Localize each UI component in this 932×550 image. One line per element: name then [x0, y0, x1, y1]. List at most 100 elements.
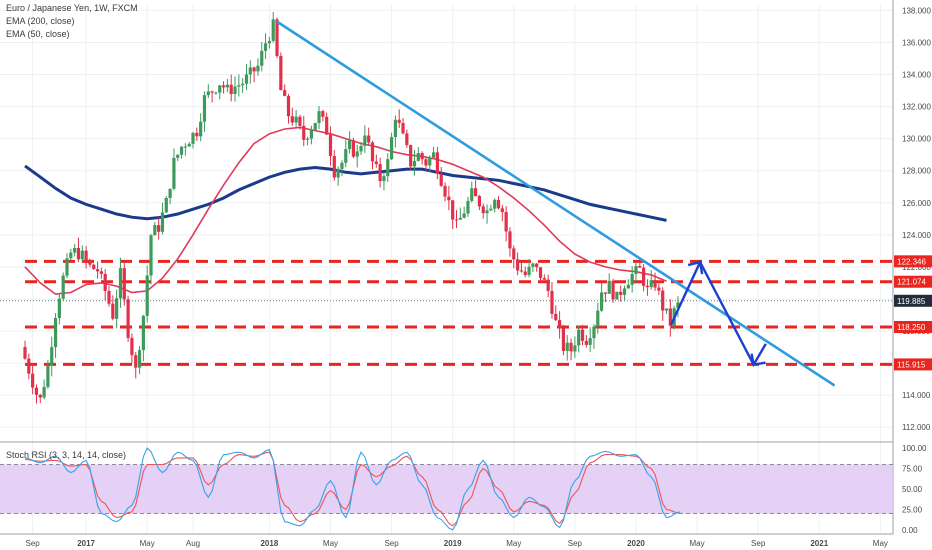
stoch-y-tick-label: 25.00	[902, 505, 923, 514]
candle-body	[374, 161, 378, 165]
candle-body	[286, 95, 291, 117]
legend-symbol: Euro / Japanese Yen, 1W, FXCM	[6, 3, 138, 13]
y-tick-label: 112.000	[902, 423, 931, 432]
candle-body	[275, 19, 279, 56]
candle-body	[638, 266, 642, 268]
candle-body	[309, 130, 313, 139]
candle-body	[218, 85, 222, 93]
candle-body	[622, 288, 627, 295]
level-badge-bg	[894, 255, 932, 268]
candle-body	[76, 247, 81, 260]
candle-body	[355, 151, 359, 157]
x-tick-label: 2017	[77, 539, 95, 548]
stoch-band-fill	[0, 464, 893, 514]
candle-body	[263, 43, 268, 51]
candle-body	[42, 386, 46, 398]
level-badge-label: 118.250	[897, 323, 926, 332]
candle-body	[65, 258, 69, 276]
legend-ema50: EMA (50, close)	[6, 29, 70, 39]
candle-body	[279, 55, 283, 91]
level-badge-bg	[894, 358, 932, 371]
candle-body	[332, 156, 336, 178]
candle-body	[451, 200, 455, 220]
candle-body	[237, 85, 241, 87]
candle-body	[191, 132, 195, 144]
horizontal-levels[interactable]	[0, 259, 893, 366]
candle-body	[397, 119, 401, 123]
candle-body	[634, 266, 638, 274]
stoch-rsi-lines	[24, 447, 681, 531]
candle-body	[340, 162, 344, 169]
candle-body	[221, 85, 226, 88]
candle-body	[187, 143, 191, 147]
candle-body	[538, 267, 543, 279]
y-tick-label: 126.000	[902, 199, 931, 208]
x-tick-label: 2019	[444, 539, 462, 548]
descending-trendline	[276, 20, 836, 387]
candle-body	[328, 134, 333, 157]
candle-body	[225, 84, 229, 88]
candle-body	[256, 65, 260, 72]
candle-body	[290, 116, 294, 123]
x-tick-label: May	[690, 539, 705, 548]
candle-body	[115, 298, 119, 319]
candle-body	[298, 116, 302, 126]
candle-body	[642, 267, 646, 286]
x-tick-label: Sep	[26, 539, 41, 548]
projection-arrows[interactable]	[670, 259, 767, 368]
candle-body	[31, 373, 35, 388]
candle-body	[317, 111, 321, 124]
candle-body	[199, 121, 203, 137]
candle-body	[34, 387, 39, 395]
level-badge-label: 121.074	[897, 278, 926, 287]
x-tick-label: 2018	[260, 539, 278, 548]
candle-body	[473, 188, 478, 197]
candle-body	[302, 125, 306, 140]
candle-body	[344, 149, 348, 163]
arrowhead-up	[687, 260, 704, 275]
candle-body	[420, 153, 424, 160]
candle-body	[73, 247, 77, 253]
candle-body	[111, 303, 115, 319]
candle-body	[630, 273, 634, 285]
candle-body	[336, 168, 340, 178]
y-tick-label: 134.000	[902, 71, 931, 80]
candle-body	[241, 83, 245, 86]
candle-body	[531, 263, 535, 267]
stoch-y-tick-label: 100.00	[902, 444, 927, 453]
candle-body	[179, 146, 184, 155]
candle-body	[103, 273, 107, 291]
candle-body	[50, 347, 54, 366]
arrowhead-down	[750, 353, 766, 367]
candle-body	[649, 280, 653, 288]
candle-body	[172, 157, 176, 189]
trendline[interactable]	[276, 20, 836, 387]
candle-body	[428, 157, 432, 166]
candle-body	[466, 200, 470, 214]
candle-body	[676, 302, 680, 309]
candle-body	[596, 310, 600, 327]
candle-body	[359, 145, 363, 152]
candle-body	[294, 116, 298, 123]
candle-body	[519, 270, 524, 272]
candle-body	[607, 280, 611, 294]
candle-body	[611, 280, 615, 300]
candle-body	[565, 342, 569, 351]
candle-body	[145, 275, 149, 316]
x-tick-label: Aug	[186, 539, 200, 548]
candle-body	[626, 284, 630, 289]
candle-body	[412, 160, 417, 167]
price-badges: 122.346 121.074 118.250 115.915 119.885	[894, 255, 932, 371]
candlestick-series	[23, 11, 680, 404]
candle-body	[424, 159, 428, 166]
candle-body	[527, 266, 531, 275]
grid-lines	[0, 0, 894, 535]
candle-body	[439, 173, 443, 186]
level-badge-label: 122.346	[897, 257, 926, 266]
candle-body	[168, 188, 172, 198]
candle-body	[493, 199, 497, 209]
candle-body	[431, 152, 436, 158]
candle-body	[122, 268, 126, 300]
